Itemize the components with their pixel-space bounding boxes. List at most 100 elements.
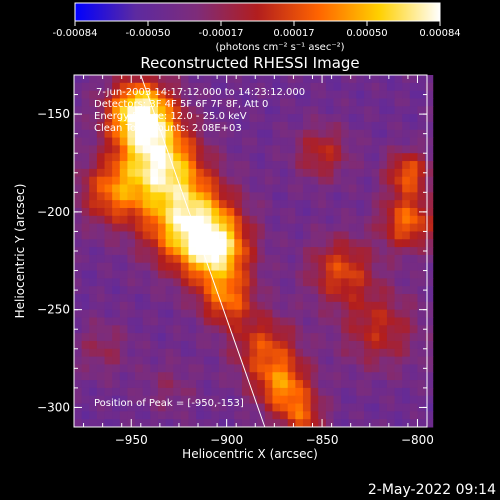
heatmap-cell bbox=[257, 161, 266, 170]
heatmap-cell bbox=[241, 184, 251, 193]
heatmap-cell bbox=[157, 223, 167, 232]
heatmap-cell bbox=[318, 121, 327, 131]
heatmap-cell bbox=[74, 372, 83, 381]
heatmap-cell bbox=[127, 231, 136, 240]
heatmap-cell bbox=[188, 82, 197, 92]
heatmap-cell bbox=[356, 395, 365, 405]
heatmap-cell bbox=[104, 239, 113, 248]
heatmap-cell bbox=[180, 184, 189, 193]
heatmap-cell bbox=[165, 419, 174, 428]
heatmap-cell bbox=[234, 184, 243, 193]
heatmap-cell bbox=[104, 247, 113, 256]
heatmap-cell bbox=[280, 419, 289, 428]
heatmap-cell bbox=[295, 278, 304, 287]
heatmap-cell bbox=[180, 317, 189, 326]
heatmap-cell bbox=[112, 270, 121, 279]
heatmap-cell bbox=[104, 215, 113, 225]
heatmap-cell bbox=[364, 114, 373, 123]
heatmap-cell bbox=[379, 270, 388, 279]
heatmap-cell bbox=[180, 419, 189, 428]
heatmap-cell bbox=[234, 75, 243, 84]
heatmap-cell bbox=[348, 333, 357, 342]
heatmap-cell bbox=[425, 207, 434, 217]
heatmap-cell bbox=[226, 176, 235, 186]
heatmap-cell bbox=[379, 262, 388, 272]
heatmap-cell bbox=[272, 247, 281, 256]
heatmap-cell bbox=[249, 153, 258, 162]
heatmap-cell bbox=[203, 114, 212, 123]
heatmap-cell bbox=[89, 387, 98, 397]
heatmap-cell bbox=[150, 262, 159, 272]
heatmap-cell bbox=[295, 294, 304, 303]
heatmap-cell bbox=[348, 161, 357, 170]
heatmap-cell bbox=[302, 286, 312, 295]
x-axis-label: Heliocentric X (arcsec) bbox=[182, 447, 318, 461]
heatmap-cell bbox=[287, 348, 296, 358]
heatmap-cell bbox=[257, 153, 266, 162]
heatmap-cell bbox=[211, 215, 220, 225]
heatmap-cell bbox=[394, 98, 403, 107]
heatmap-cell bbox=[119, 192, 128, 201]
heatmap-cell bbox=[104, 82, 113, 92]
heatmap-cell bbox=[341, 278, 350, 287]
heatmap-cell bbox=[234, 176, 243, 186]
heatmap-cell bbox=[302, 387, 312, 397]
heatmap-cell bbox=[112, 301, 121, 311]
heatmap-cell bbox=[318, 262, 327, 272]
heatmap-cell bbox=[264, 254, 273, 264]
heatmap-cell bbox=[257, 207, 266, 217]
heatmap-cell bbox=[310, 82, 319, 92]
heatmap-cell bbox=[188, 419, 197, 428]
heatmap-cell bbox=[302, 153, 312, 162]
heatmap-cell bbox=[135, 309, 144, 318]
heatmap-cell bbox=[287, 82, 296, 92]
heatmap-cell bbox=[203, 286, 212, 295]
heatmap-cell bbox=[104, 286, 113, 295]
heatmap-cell bbox=[112, 356, 121, 365]
heatmap-cell bbox=[371, 419, 380, 428]
heatmap-cell bbox=[180, 348, 189, 358]
heatmap-cell bbox=[364, 270, 373, 279]
heatmap-cell bbox=[371, 372, 380, 381]
heatmap-cell bbox=[249, 145, 258, 154]
heatmap-cell bbox=[280, 75, 289, 84]
heatmap-cell bbox=[264, 317, 273, 326]
heatmap-cell bbox=[241, 200, 251, 209]
heatmap-cell bbox=[409, 215, 418, 225]
heatmap-cell bbox=[348, 387, 357, 397]
heatmap-cell bbox=[394, 301, 403, 311]
heatmap-cell bbox=[74, 278, 83, 287]
heatmap-cell bbox=[364, 325, 373, 334]
heatmap-cell bbox=[295, 247, 304, 256]
heatmap-cell bbox=[364, 333, 373, 342]
heatmap-cell bbox=[318, 82, 327, 92]
heatmap-cell bbox=[135, 129, 144, 139]
heatmap-cell bbox=[402, 192, 411, 201]
heatmap-cell bbox=[150, 106, 159, 115]
heatmap-cell bbox=[364, 231, 373, 240]
heatmap-cell bbox=[341, 223, 350, 232]
heatmap-cell bbox=[241, 106, 251, 115]
heatmap-cell bbox=[356, 411, 365, 420]
colorbar-ticks: -0.00084 -0.00050 -0.00017 0.00017 0.00050 0.… bbox=[53, 21, 461, 39]
heatmap-cell bbox=[325, 223, 335, 232]
x-tick-label: −950 bbox=[115, 433, 148, 447]
heatmap-cell bbox=[150, 192, 159, 201]
heatmap-cell bbox=[127, 387, 136, 397]
heatmap-cell bbox=[280, 380, 289, 389]
heatmap-cell bbox=[425, 278, 434, 287]
heatmap-cell bbox=[402, 223, 411, 232]
heatmap-cell bbox=[280, 254, 289, 264]
heatmap-cell bbox=[394, 90, 403, 99]
heatmap-cell bbox=[249, 270, 258, 279]
heatmap-cell bbox=[264, 184, 273, 193]
heatmap-cell bbox=[402, 380, 411, 389]
heatmap-cell bbox=[402, 262, 411, 272]
heatmap-cell bbox=[150, 137, 159, 146]
heatmap-cell bbox=[157, 364, 167, 373]
heatmap-cell bbox=[333, 419, 342, 428]
heatmap-cell bbox=[81, 348, 90, 358]
heatmap-cell bbox=[280, 247, 289, 256]
heatmap-cell bbox=[280, 184, 289, 193]
heatmap-cell bbox=[104, 364, 113, 373]
